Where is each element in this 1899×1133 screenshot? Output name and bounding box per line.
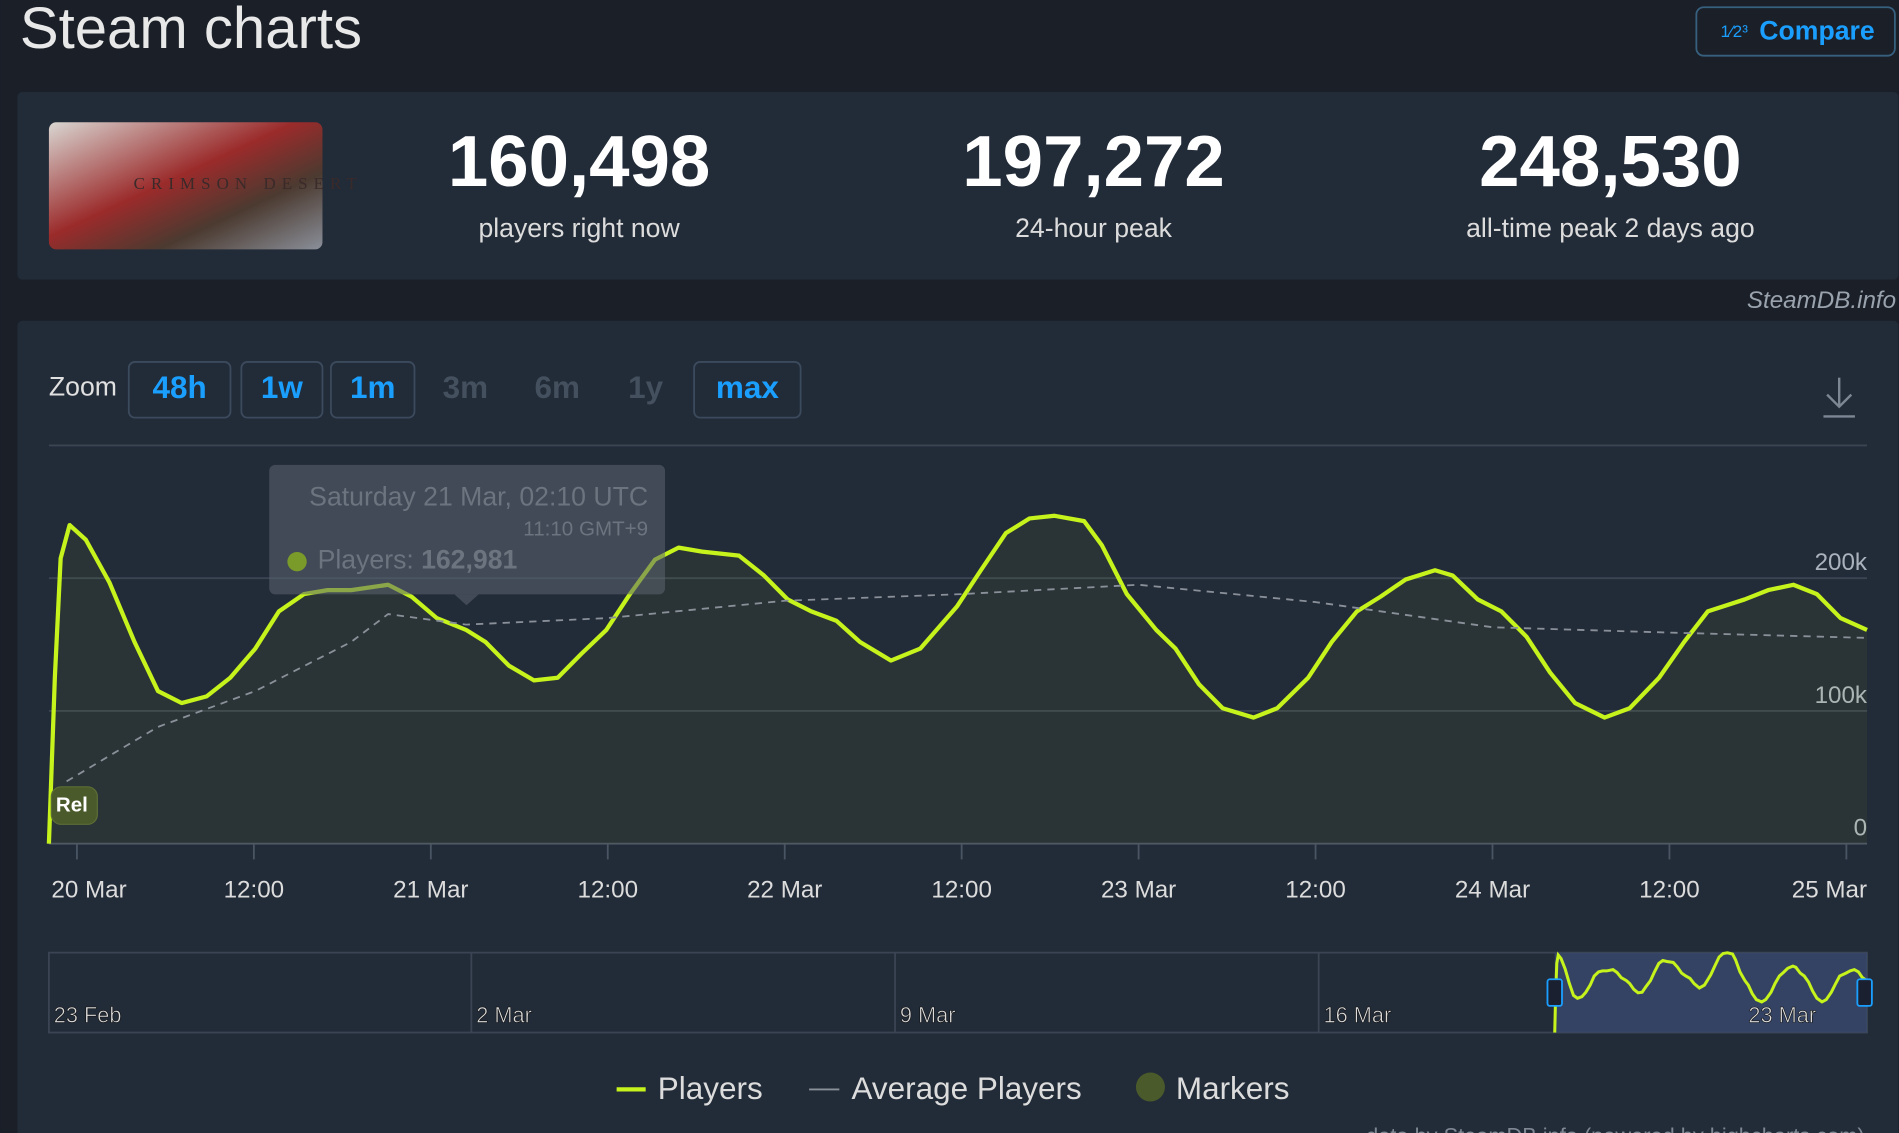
- release-marker-label: Rel: [56, 794, 88, 817]
- compare-label: Compare: [1759, 16, 1874, 46]
- navigator-label: 23 Mar: [1748, 1003, 1816, 1028]
- x-tick-label: 12:00: [1639, 876, 1700, 903]
- credit: SteamDB.info: [1747, 287, 1896, 314]
- legend-swatch: [1135, 1072, 1165, 1102]
- navigator-handle[interactable]: [1856, 978, 1873, 1007]
- stat-label: players right now: [478, 213, 680, 243]
- stats-panel: [17, 91, 1899, 280]
- tooltip: [269, 464, 666, 595]
- release-marker[interactable]: [50, 786, 98, 825]
- legend: Players Average Players Markers: [616, 1071, 1290, 1106]
- zoom-button[interactable]: [240, 361, 324, 419]
- stat-value: 160,498: [448, 121, 710, 202]
- navigator-label: 23 Feb: [54, 1003, 122, 1028]
- tooltip-pointer: [454, 594, 479, 606]
- navigator-label: 16 Mar: [1324, 1003, 1392, 1028]
- series-line: [46, 513, 1868, 844]
- zoom-option: 6m: [535, 370, 580, 405]
- tooltip-label: Players:: [318, 545, 414, 575]
- zoom-option: 1y: [628, 370, 664, 405]
- zoom-option[interactable]: 1m: [350, 370, 395, 405]
- tooltip-value: 162,981: [421, 545, 517, 575]
- x-tick-label: 21 Mar: [393, 876, 468, 903]
- navigator-label: 9 Mar: [900, 1003, 956, 1028]
- legend-label[interactable]: Markers: [1176, 1071, 1290, 1106]
- x-tick-label: 12:00: [224, 876, 285, 903]
- zoom-option[interactable]: 1w: [261, 370, 304, 405]
- stat-value: 197,272: [962, 121, 1224, 202]
- x-tick-label: 12:00: [1285, 876, 1346, 903]
- series-area: [48, 515, 1868, 844]
- stat-label: 24-hour peak: [1015, 213, 1173, 243]
- zoom-button[interactable]: [127, 361, 232, 419]
- tooltip-subtitle: 11:10 GMT+9: [523, 518, 648, 541]
- zoom-button[interactable]: [693, 361, 802, 419]
- x-tick-label: 24 Mar: [1455, 876, 1530, 903]
- stats: 160,498 players right now 197,272 24-hour p…: [448, 121, 1755, 243]
- zoom-option[interactable]: max: [716, 370, 779, 405]
- compare-icon: 1⁄2³: [1721, 22, 1749, 41]
- navigator-line: [1553, 951, 1868, 1033]
- zoom-button[interactable]: [330, 361, 416, 419]
- x-tick-label: 22 Mar: [747, 876, 822, 903]
- zoom-option[interactable]: 48h: [153, 370, 207, 405]
- compare-button[interactable]: [1695, 6, 1896, 57]
- page-title: Steam charts: [20, 0, 362, 61]
- x-tick-label: 12:00: [578, 876, 639, 903]
- navigator-handle[interactable]: [1546, 978, 1563, 1007]
- game-image-text: CRIMSON DESERT: [134, 174, 363, 193]
- legend-label[interactable]: Average Players: [851, 1071, 1081, 1106]
- x-tick-label: 12:00: [931, 876, 992, 903]
- series-line: [66, 583, 1868, 783]
- game-image: [48, 122, 323, 250]
- footer: data by SteamDB.info (powered by highcha…: [1366, 1124, 1864, 1133]
- legend-label[interactable]: Players: [658, 1071, 763, 1106]
- zoom-buttons: 48h 1w 1m 3m 6m 1y max: [127, 361, 802, 419]
- download-icon[interactable]: [1823, 377, 1855, 418]
- tooltip-title: Saturday 21 Mar, 02:10 UTC: [309, 482, 648, 512]
- navigator-selection[interactable]: [1554, 952, 1868, 1033]
- tooltip-dot: [287, 551, 307, 572]
- y-tick-label: 200k: [1815, 549, 1868, 576]
- x-tick-label: 20 Mar: [51, 876, 126, 903]
- x-tick-label: 23 Mar: [1101, 876, 1176, 903]
- navigator-label: 2 Mar: [476, 1003, 532, 1028]
- zoom-label: Zoom: [49, 372, 117, 402]
- y-tick-label: 100k: [1815, 682, 1868, 709]
- zoom-option: 3m: [443, 370, 488, 405]
- stat-value: 248,530: [1479, 121, 1741, 202]
- plot: 0 100k 200k 20 Mar 12:00 21 Mar 12:00 22 Mar 12:…: [46, 464, 1873, 1034]
- x-tick-label: 25 Mar: [1792, 876, 1867, 903]
- y-tick-label: 0: [1854, 815, 1867, 842]
- stat-label: all-time peak 2 days ago: [1466, 213, 1755, 243]
